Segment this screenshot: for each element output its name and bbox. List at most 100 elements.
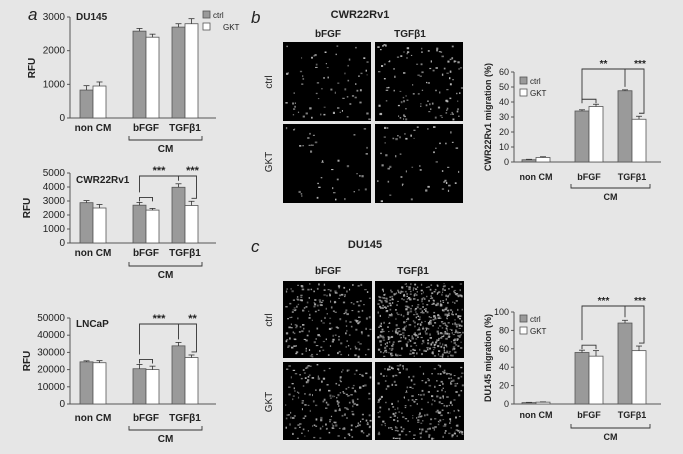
cell-dot (421, 431, 423, 433)
cell-dot (445, 142, 447, 145)
cell-dot (379, 340, 382, 343)
cell-dot (291, 383, 294, 385)
bar-GKT (184, 357, 199, 405)
cell-dot (290, 416, 292, 419)
cell-dot (445, 405, 448, 408)
cell-dot (431, 373, 433, 375)
y-axis-label: RFU (22, 351, 33, 372)
cell-dot (290, 376, 292, 379)
cell-dot (419, 432, 422, 435)
cell-dot (434, 116, 437, 119)
cell-dot (305, 339, 308, 342)
cell-dot (344, 296, 346, 298)
y-tick-label: 40000 (37, 330, 65, 341)
group-label: CM (158, 144, 174, 155)
cell-dot (412, 417, 414, 419)
cell-dot (449, 97, 452, 100)
cell-dot (434, 347, 436, 349)
cell-dot (413, 349, 416, 351)
cell-dot (459, 295, 462, 297)
cell-dot (328, 431, 331, 434)
cell-dot (307, 379, 310, 382)
cell-dot (413, 129, 416, 131)
cell-dot (397, 327, 400, 329)
cell-dot (294, 105, 296, 108)
cell-dot (417, 416, 420, 418)
cell-dot (427, 391, 430, 393)
cell-dot (384, 126, 387, 129)
cell-dot (337, 285, 341, 288)
cell-dot (427, 185, 430, 188)
cell-dot (392, 412, 395, 415)
cell-dot (457, 61, 460, 64)
cell-dot (427, 401, 429, 404)
cell-dot (419, 436, 422, 439)
cell-dot (379, 314, 381, 317)
cell-dot (457, 377, 460, 380)
cell-dot (336, 45, 339, 47)
cell-dot (457, 108, 459, 111)
cell-dot (438, 421, 440, 423)
cell-dot (446, 107, 449, 110)
cell-dot (448, 335, 450, 338)
cell-dot (357, 304, 361, 307)
cell-dot (387, 180, 390, 183)
cell-dot (461, 325, 463, 327)
y-tick-label: 1000 (43, 224, 66, 235)
cell-dot (320, 419, 323, 422)
cell-dot (425, 332, 428, 335)
cell-dot (387, 368, 390, 371)
cell-dot (316, 82, 320, 84)
cell-dot (337, 403, 339, 405)
significance-bracket (139, 323, 179, 355)
cell-dot (402, 299, 405, 301)
cell-dot (347, 345, 350, 347)
cell-dot (418, 394, 420, 396)
cell-dot (433, 151, 435, 154)
cell-dot (404, 133, 406, 135)
cell-dot (442, 323, 444, 325)
cell-dot (452, 301, 454, 303)
cell-dot (356, 89, 359, 92)
cell-dot (416, 334, 419, 337)
cell-dot (453, 339, 456, 342)
cell-dot (451, 331, 453, 334)
cell-dot (287, 72, 289, 75)
cell-dot (449, 293, 451, 296)
cell-dot (420, 323, 422, 325)
cell-dot (450, 380, 453, 382)
cell-dot (303, 338, 307, 340)
cell-dot (456, 331, 460, 334)
significance-label: *** (153, 313, 167, 325)
bar-GKT (92, 362, 107, 405)
cell-dot (431, 395, 434, 398)
cell-dot (424, 414, 426, 417)
cell-dot (320, 301, 323, 303)
cell-dot (357, 424, 359, 427)
cell-dot (421, 310, 424, 313)
cell-dot (418, 414, 420, 416)
cell-dot (299, 423, 302, 425)
cell-dot (314, 141, 318, 144)
cell-dot (359, 373, 361, 375)
cell-dot (431, 293, 433, 295)
y-tick-label: 30 (499, 112, 509, 122)
cell-dot (403, 114, 405, 117)
cell-dot (380, 322, 382, 325)
cell-dot (383, 78, 386, 80)
cell-dot (310, 144, 312, 146)
cell-dot (402, 416, 405, 418)
cell-dot (285, 127, 288, 130)
cell-dot (421, 47, 423, 50)
bar-GKT (145, 36, 160, 119)
cell-dot (382, 339, 386, 341)
cell-dot (408, 376, 410, 379)
cell-dot (384, 306, 386, 308)
cell-dot (386, 127, 389, 129)
y-tick-label: 3000 (43, 196, 66, 207)
cell-dot (440, 419, 442, 422)
cell-dot (423, 308, 426, 311)
cell-dot (399, 333, 403, 336)
cell-dot (380, 49, 382, 51)
cell-dot (328, 327, 332, 330)
